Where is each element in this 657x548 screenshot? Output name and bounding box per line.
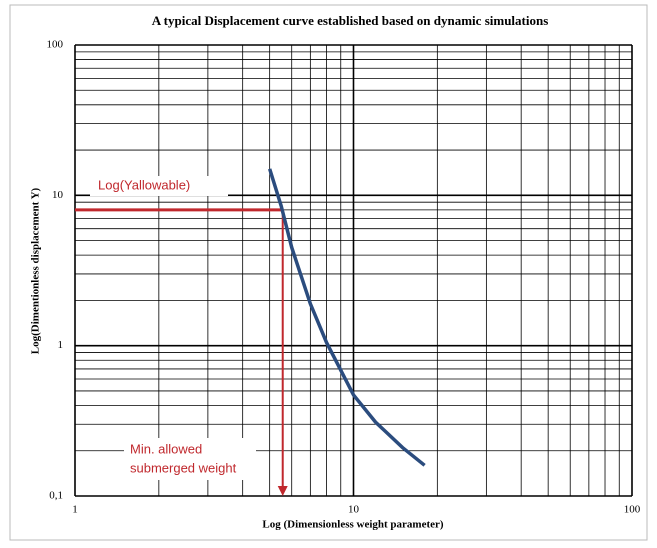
chart-frame	[9, 4, 648, 541]
y-axis-label: Log(Dimentionless displacement Y)	[30, 187, 42, 354]
reference-label: submerged weight	[130, 460, 237, 475]
data-line	[267, 168, 426, 467]
y-tick-label: 10	[52, 189, 64, 201]
x-tick-label: 100	[624, 504, 641, 516]
label-box	[90, 176, 228, 196]
y-tick-label: 1	[58, 339, 64, 351]
arrow-head	[277, 486, 288, 496]
y-tick-label: 0,1	[49, 490, 63, 502]
label-box	[124, 438, 256, 480]
x-axis-label: Log (Dimensionless weight parameter)	[262, 519, 444, 531]
x-tick-label: 1	[72, 504, 78, 516]
x-tick-label: 10	[348, 504, 360, 516]
reference-label: Log(Yallowable)	[98, 177, 190, 192]
y-tick-label: 100	[47, 39, 64, 51]
chart-title: A typical Displacement curve established…	[152, 13, 549, 28]
reference-label: Min. allowed	[130, 441, 202, 456]
